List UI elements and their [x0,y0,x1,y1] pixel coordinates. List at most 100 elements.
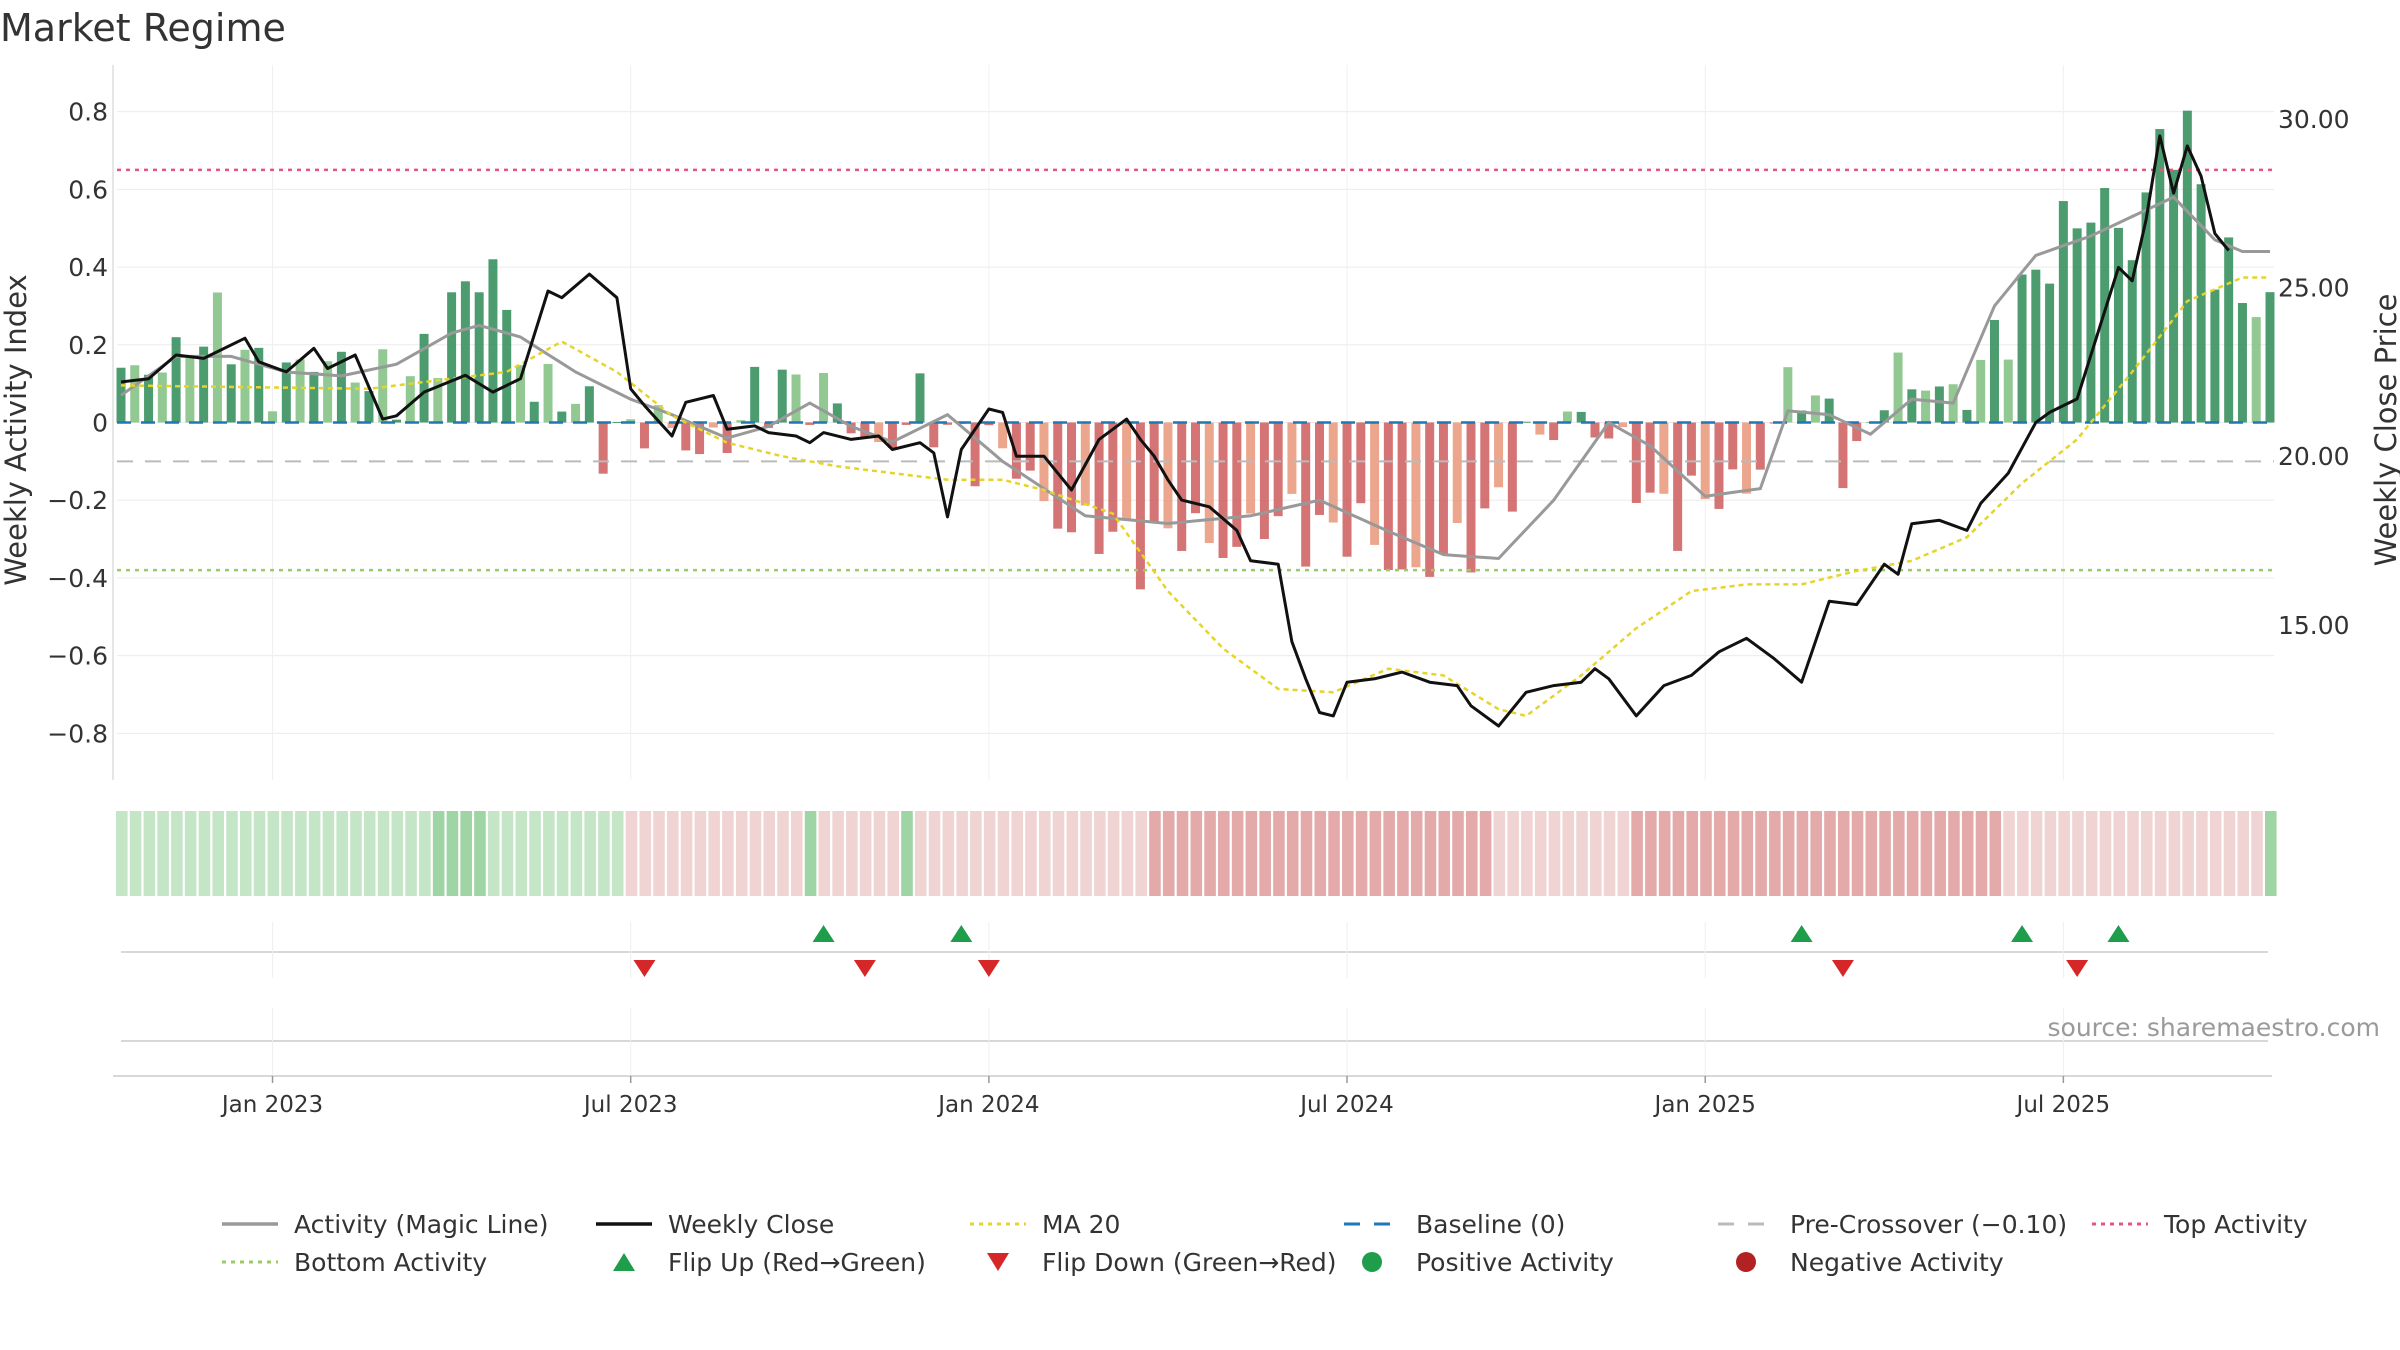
activity-bar [943,422,953,425]
activity-bar [1838,422,1848,489]
activity-bar [2169,169,2179,423]
legend-item: Baseline (0) [1342,1207,1565,1241]
activity-bar [144,374,154,423]
regime-strip-cell [1052,811,1065,896]
regime-strip-cell [611,811,624,896]
regime-strip-cell [914,811,927,896]
regime-strip-cell [1094,811,1106,896]
activity-bar [1700,422,1710,500]
activity-bar [2072,228,2082,423]
activity-bar [460,281,470,423]
activity-bar [1177,422,1187,551]
legend-label: Pre-Crossover (−0.10) [1790,1209,2068,1239]
activity-bar [447,292,457,423]
x-tick-label: Jul 2025 [2015,1092,2111,1118]
chart-title: Market Regime [0,6,286,50]
activity-bar [970,422,980,487]
x-tick-label: Jul 2024 [1298,1092,1394,1118]
legend-item: Pre-Crossover (−0.10) [1716,1207,2067,1241]
regime-strip-cell [1934,811,1946,896]
activity-bar [1411,422,1421,568]
activity-bar [929,422,939,448]
dotted-line-icon [970,1222,1026,1226]
regime-strip-cell [1879,811,1891,896]
regime-strip-cell [1273,811,1285,896]
regime-strip-cell [405,811,417,896]
regime-strip-cell [1369,811,1382,896]
regime-strip-cell [859,811,872,896]
regime-strip-cell [1300,811,1313,896]
regime-strip-cell [336,811,348,896]
activity-bar [708,422,718,428]
regime-strip-cell [1989,811,2002,896]
regime-strip-cell [1218,811,1230,896]
regime-strip-cell [570,811,583,896]
regime-strip-cell [791,811,803,896]
regime-strip-cell [1507,811,1519,896]
activity-bar [2113,227,2123,423]
regime-strip-cell [2265,811,2277,896]
regime-strip-cell [543,811,555,896]
activity-bar [571,403,581,423]
regime-strip-cell [2030,811,2043,896]
regime-strip-cell [997,811,1010,896]
activity-bar [1921,390,1931,423]
y-tick-label: −0.6 [47,642,108,671]
regime-strip-cell [2251,811,2263,896]
regime-strip-cell [901,811,913,896]
regime-strip-cell [474,811,486,896]
activity-bar [1122,422,1132,520]
activity-bar [2265,292,2275,423]
regime-strip-cell [584,811,596,896]
regime-strip-cell [116,811,128,896]
flip-down-marker [853,960,876,977]
legend-item: Weekly Close [594,1207,834,1241]
activity-bar [474,292,484,423]
regime-strip-cell [184,811,197,896]
y-tick-label: −0.8 [47,719,108,748]
regime-strip-cell [598,811,610,896]
activity-bar [226,364,236,423]
activity-bar [667,422,677,428]
regime-strip-cell [515,811,528,896]
activity-bar [1094,422,1104,554]
activity-bar [2224,237,2234,423]
magic-line [120,195,2270,561]
regime-strip-cell [1837,811,1850,896]
regime-strip-cell [1521,811,1533,896]
activity-bar [2141,192,2151,423]
activity-bar [1011,422,1021,479]
y2-tick-label: 15.00 [2278,611,2350,640]
activity-bar [1673,422,1683,551]
activity-bar [750,366,760,423]
activity-bar [681,422,691,451]
activity-bar [915,373,925,423]
activity-bar [1852,422,1862,442]
regime-strip-cell [1149,811,1161,896]
legend-label: Activity (Magic Line) [294,1209,549,1239]
activity-bar [1618,422,1628,428]
activity-bar [2100,188,2110,423]
regime-strip-cell [2168,811,2181,896]
regime-strip-cell [1135,811,1147,896]
regime-strip-cell [308,811,321,896]
flip-down-marker [977,960,1000,977]
regime-strip-cell [1466,811,1478,896]
activity-bar [1590,422,1600,438]
y2-tick-label: 30.00 [2278,105,2350,134]
regime-strip-cell [1245,811,1258,896]
regime-strip-cell [625,811,638,896]
regime-strip-cell [680,811,693,896]
regime-strip-cell [1975,811,1988,896]
activity-bar [653,405,663,423]
activity-bar [2155,129,2165,423]
activity-bar [323,361,333,423]
regime-strip-cell [2196,811,2208,896]
activity-bar [529,401,539,423]
legend-label: Bottom Activity [294,1247,488,1277]
legend-item: Flip Down (Green→Red) [968,1245,1337,1279]
activity-bar [2210,289,2220,423]
regime-strip-cell [1961,811,1974,896]
regime-strip-cell [777,811,789,896]
